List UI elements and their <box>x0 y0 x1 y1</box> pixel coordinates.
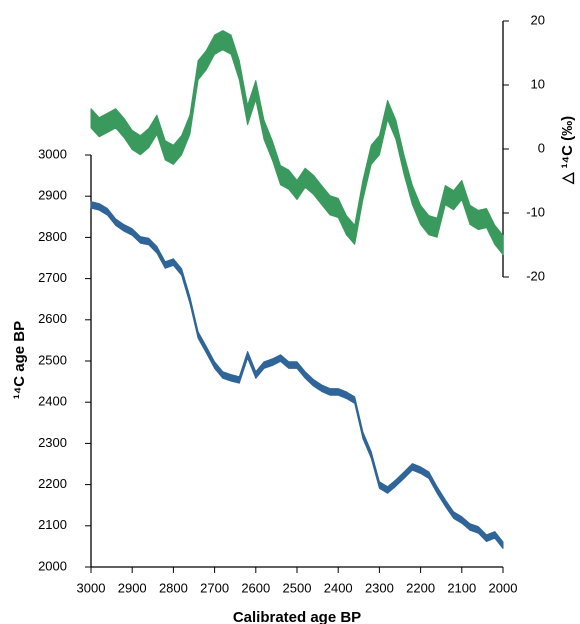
x-tick-label: 2900 <box>118 580 147 595</box>
x-axis-label: Calibrated age BP <box>233 609 361 624</box>
y-tick-label: 2300 <box>38 435 67 450</box>
x-tick-label: 2300 <box>365 580 394 595</box>
y2-tick-label: -20 <box>526 268 545 283</box>
x-tick-label: 3000 <box>77 580 106 595</box>
x-tick-label: 2700 <box>200 580 229 595</box>
x-tick-label: 2500 <box>283 580 312 595</box>
y2-tick-label: -10 <box>526 204 545 219</box>
y-tick-label: 2800 <box>38 229 67 244</box>
y2-tick-label: 10 <box>531 76 545 91</box>
y-tick-label: 2100 <box>38 517 67 532</box>
x-tick-label: 2400 <box>324 580 353 595</box>
y-tick-label: 2700 <box>38 270 67 285</box>
band <box>90 30 504 256</box>
y-tick-label: 2000 <box>38 558 67 573</box>
y2-axis-label: △ ¹⁴C (‰) <box>559 116 576 185</box>
x-tick-label: 2000 <box>489 580 518 595</box>
x-tick-label: 2100 <box>447 580 476 595</box>
y-tick-label: 2600 <box>38 311 67 326</box>
x-tick-label: 2600 <box>241 580 270 595</box>
y-axis-label: ¹⁴C age BP <box>11 321 28 399</box>
y-tick-label: 3000 <box>38 146 67 161</box>
y-tick-label: 2500 <box>38 352 67 367</box>
band <box>90 201 504 549</box>
y-tick-label: 2200 <box>38 476 67 491</box>
y2-tick-label: 20 <box>531 12 545 27</box>
y-tick-label: 2400 <box>38 394 67 409</box>
y2-tick-label: 0 <box>538 140 545 155</box>
y-tick-label: 2900 <box>38 188 67 203</box>
x-tick-label: 2200 <box>406 580 435 595</box>
x-tick-label: 2800 <box>159 580 188 595</box>
